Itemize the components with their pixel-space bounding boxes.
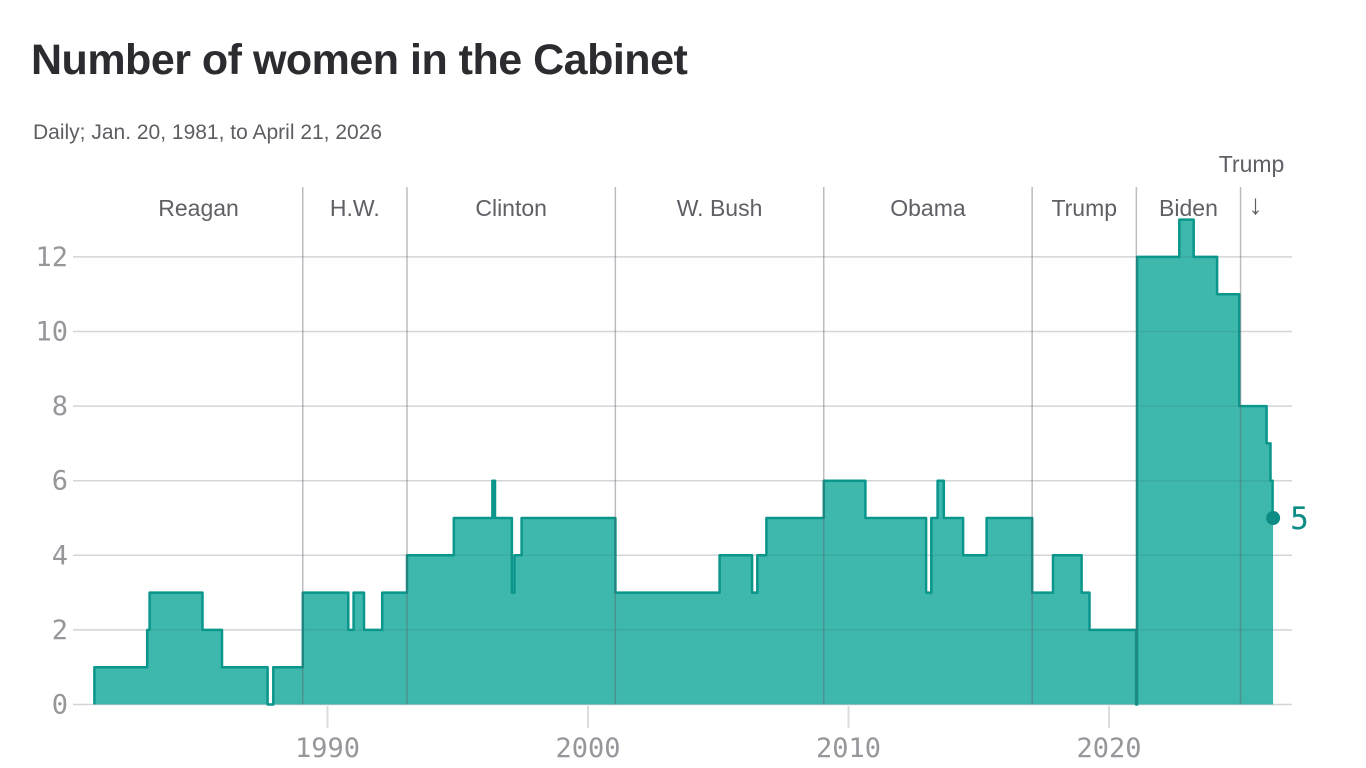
area-outline [93, 218, 1274, 706]
area-fill [94, 219, 1274, 705]
president-label-clinton: Clinton [475, 195, 547, 221]
x-axis-label: 2000 [555, 733, 620, 764]
chart-subtitle: Daily; Jan. 20, 1981, to April 21, 2026 [33, 121, 383, 144]
y-axis-label: 8 [52, 391, 68, 422]
x-axis-label: 2010 [816, 733, 881, 764]
president-label-hw: H.W. [330, 195, 380, 221]
president-label-trump: Trump [1051, 195, 1117, 221]
y-axis-label: 0 [52, 690, 68, 721]
president-label-trump-2: Trump [1219, 151, 1285, 177]
y-axis-label: 6 [52, 466, 68, 497]
president-label-reagan: Reagan [158, 195, 239, 221]
arrow-down-icon: ↓ [1249, 189, 1263, 220]
x-axis-label: 1990 [295, 733, 360, 764]
end-value-label: 5 [1290, 501, 1309, 537]
chart-title: Number of women in the Cabinet [31, 36, 688, 84]
y-axis-label: 10 [35, 317, 68, 348]
president-label-biden: Biden [1159, 195, 1218, 221]
president-label-wbush: W. Bush [677, 195, 763, 221]
y-axis-label: 12 [35, 242, 68, 273]
x-axis-label: 2020 [1076, 733, 1141, 764]
president-label-obama: Obama [890, 195, 966, 221]
y-axis-label: 2 [52, 615, 68, 646]
end-point-dot [1266, 511, 1281, 525]
y-axis-label: 4 [52, 540, 68, 571]
